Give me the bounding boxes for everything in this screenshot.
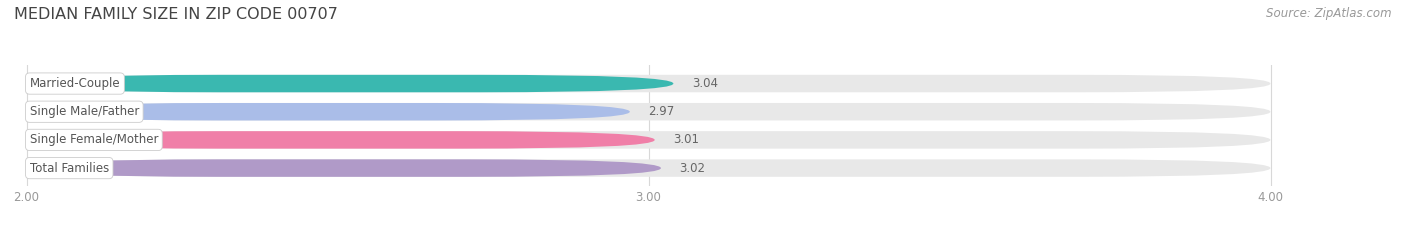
- FancyBboxPatch shape: [27, 103, 630, 120]
- Text: MEDIAN FAMILY SIZE IN ZIP CODE 00707: MEDIAN FAMILY SIZE IN ZIP CODE 00707: [14, 7, 337, 22]
- FancyBboxPatch shape: [27, 159, 661, 177]
- Text: Source: ZipAtlas.com: Source: ZipAtlas.com: [1267, 7, 1392, 20]
- FancyBboxPatch shape: [27, 103, 1271, 120]
- FancyBboxPatch shape: [27, 131, 1271, 149]
- Text: Single Female/Mother: Single Female/Mother: [30, 134, 157, 146]
- FancyBboxPatch shape: [27, 75, 673, 92]
- Text: 3.01: 3.01: [673, 134, 699, 146]
- Text: Married-Couple: Married-Couple: [30, 77, 121, 90]
- FancyBboxPatch shape: [27, 131, 655, 149]
- Text: 3.02: 3.02: [679, 161, 706, 175]
- Text: 2.97: 2.97: [648, 105, 675, 118]
- FancyBboxPatch shape: [27, 159, 1271, 177]
- FancyBboxPatch shape: [27, 75, 1271, 92]
- Text: 3.04: 3.04: [692, 77, 718, 90]
- Text: Total Families: Total Families: [30, 161, 108, 175]
- Text: Single Male/Father: Single Male/Father: [30, 105, 139, 118]
